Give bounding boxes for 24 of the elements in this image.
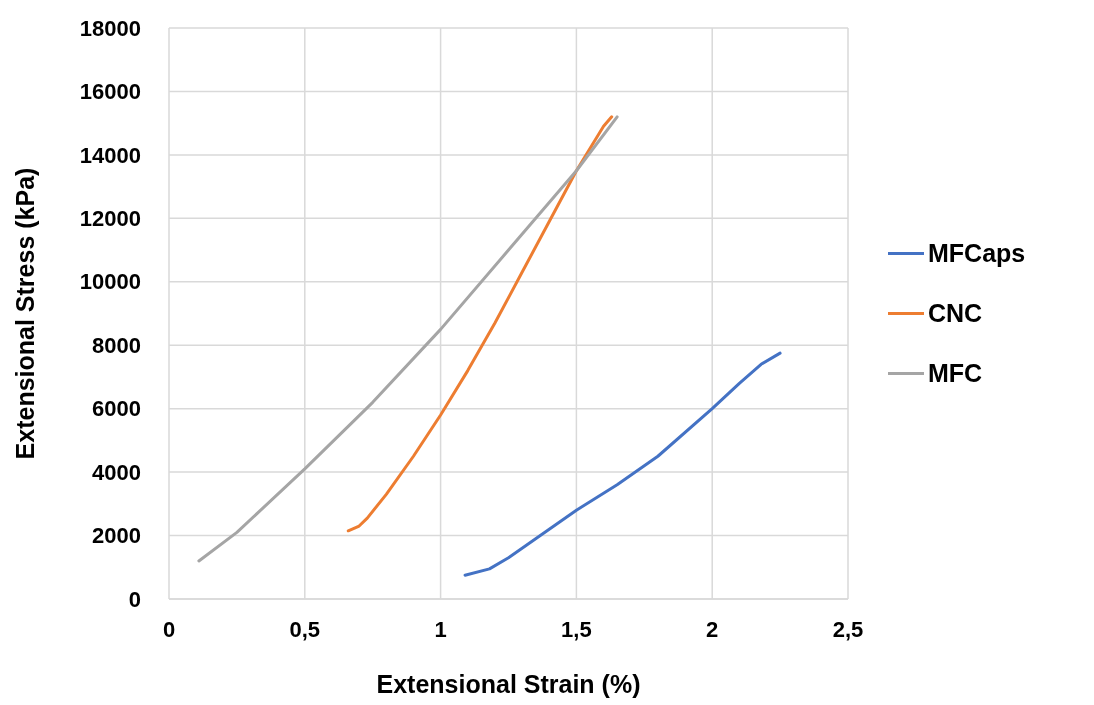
line-series — [463, 351, 782, 577]
x-tick-label: 2 — [706, 617, 719, 642]
legend-label: CNC — [928, 299, 983, 328]
x-axis-title: Extensional Strain (%) — [376, 670, 641, 698]
y-tick-label: 0 — [128, 586, 141, 612]
x-tick-label: 0,5 — [289, 617, 321, 642]
line-series — [346, 115, 614, 533]
x-tick-label: 1,5 — [561, 617, 592, 642]
y-tick-label: 18000 — [79, 15, 141, 41]
y-axis-title: Extensional Stress (kPa) — [11, 167, 39, 460]
y-tick-label: 6000 — [92, 396, 141, 422]
legend-label: MFCaps — [928, 239, 1026, 268]
x-tick-label: 0 — [162, 617, 176, 642]
y-tick-label: 10000 — [79, 269, 141, 295]
y-tick-label: 2000 — [92, 523, 141, 549]
line-series — [197, 115, 619, 563]
x-tick-label: 2,5 — [832, 617, 864, 642]
x-tick-label: 1 — [434, 617, 447, 642]
y-tick-label: 4000 — [92, 459, 141, 485]
y-tick-label: 12000 — [79, 206, 141, 232]
y-tick-label: 8000 — [92, 332, 141, 358]
y-tick-label: 16000 — [79, 79, 141, 105]
y-tick-label: 14000 — [79, 142, 141, 168]
legend-label: MFC — [928, 359, 983, 388]
